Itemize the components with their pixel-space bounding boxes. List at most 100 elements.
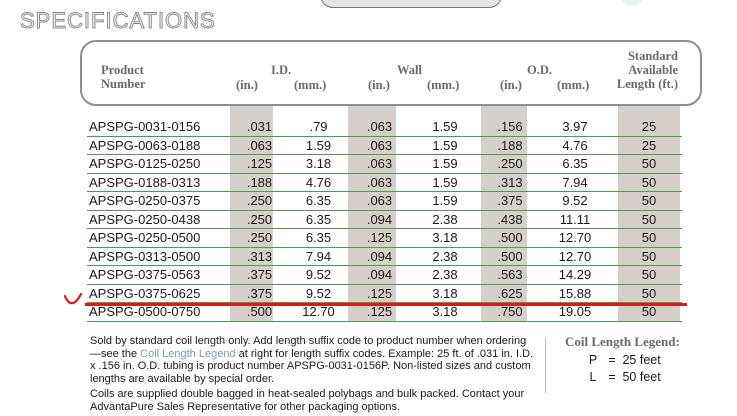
cell-wall-mm: 1.59 bbox=[404, 191, 486, 211]
cell-id-mm: 1.59 bbox=[282, 136, 355, 155]
cell-id-in: .500 bbox=[237, 302, 282, 322]
page-title: Specifications bbox=[20, 8, 216, 34]
cell-id-mm: 3.18 bbox=[282, 154, 355, 174]
cell-id-mm: 7.94 bbox=[282, 247, 355, 266]
cell-id-mm: 9.52 bbox=[282, 265, 355, 285]
cell-wall-mm: 1.59 bbox=[404, 136, 486, 155]
note-ordering: Sold by standard coil length only. Add l… bbox=[90, 335, 534, 385]
note-packaging: Coils are supplied double bagged in heat… bbox=[90, 388, 525, 413]
cell-wall-mm: 1.59 bbox=[404, 118, 486, 137]
cell-id-mm: 6.35 bbox=[282, 228, 355, 248]
cell-od-mm: 12.70 bbox=[534, 228, 616, 248]
header-wall: Wall bbox=[397, 63, 423, 77]
cell-standard-length: 25 bbox=[616, 118, 682, 137]
header-standard: Standard Available Length (ft.) bbox=[616, 49, 678, 91]
cell-od-mm: 19.05 bbox=[534, 302, 616, 322]
cell-od-in: .625 bbox=[486, 284, 534, 303]
cell-wall-in: .094 bbox=[355, 247, 404, 266]
cell-standard-length: 50 bbox=[616, 265, 682, 285]
cell-wall-in: .063 bbox=[355, 191, 404, 211]
header-od: O.D. bbox=[527, 63, 552, 77]
table-row: APSPG-0375-0563.375 9.52.094 2.38.563 14.29… bbox=[87, 265, 682, 285]
cell-product-number: APSPG-0313-0500 bbox=[87, 247, 237, 266]
cell-wall-in: .125 bbox=[355, 284, 404, 303]
cell-standard-length: 50 bbox=[616, 247, 682, 266]
cell-standard-length: 50 bbox=[616, 210, 682, 229]
header-od-in: (in.) bbox=[500, 78, 522, 92]
cell-wall-mm: 2.38 bbox=[404, 210, 486, 229]
header-wall-in: (in.) bbox=[368, 78, 390, 92]
cell-wall-in: .094 bbox=[355, 265, 404, 285]
table-header bbox=[80, 40, 702, 106]
table-row: APSPG-0313-0500.313 7.94.094 2.38.500 12.70… bbox=[87, 247, 682, 266]
header-product: Product Number bbox=[101, 63, 146, 91]
table-row: APSPG-0250-0375.250 6.35.063 1.59.375 9.52 5… bbox=[87, 191, 682, 211]
coil-length-legend: Coil Length Legend: P = 25 feet L = 50 fee… bbox=[565, 334, 715, 384]
cell-wall-in: .063 bbox=[355, 118, 404, 137]
cell-product-number: APSPG-0500-0750 bbox=[87, 302, 237, 322]
cell-id-in: .063 bbox=[237, 136, 282, 155]
header-id-in: (in.) bbox=[236, 78, 258, 92]
header-id: I.D. bbox=[271, 63, 292, 77]
cell-product-number: APSPG-0125-0250 bbox=[87, 154, 237, 174]
cell-wall-in: .125 bbox=[355, 302, 404, 322]
cell-od-in: .188 bbox=[486, 136, 534, 155]
cell-wall-mm: 3.18 bbox=[404, 302, 486, 322]
cell-product-number: APSPG-0250-0500 bbox=[87, 228, 237, 248]
cell-id-in: .250 bbox=[237, 228, 282, 248]
table-row: APSPG-0188-0313.188 4.76.063 1.59.313 7.94 5… bbox=[87, 173, 682, 192]
legend-title: Coil Length Legend: bbox=[565, 334, 680, 349]
cell-product-number: APSPG-0375-0625 bbox=[87, 284, 237, 303]
cell-od-mm: 3.97 bbox=[534, 118, 616, 137]
cell-od-in: .375 bbox=[486, 191, 534, 211]
cell-id-mm: 4.76 bbox=[282, 173, 355, 192]
cell-standard-length: 50 bbox=[616, 173, 682, 192]
header-od-mm: (mm.) bbox=[557, 78, 590, 92]
cell-standard-length: 50 bbox=[616, 191, 682, 211]
cell-od-mm: 6.35 bbox=[534, 154, 616, 174]
cell-product-number: APSPG-0031-0156 bbox=[87, 118, 237, 137]
cell-od-mm: 4.76 bbox=[534, 136, 616, 155]
underline-annotation bbox=[85, 303, 687, 306]
cell-id-in: .250 bbox=[237, 210, 282, 229]
cell-od-in: .313 bbox=[486, 173, 534, 192]
cell-id-mm: 9.52 bbox=[282, 284, 355, 303]
divider bbox=[545, 338, 546, 393]
header-id-mm: (mm.) bbox=[294, 78, 327, 92]
notes: Sold by standard coil length only. Add l… bbox=[90, 335, 535, 416]
cell-od-in: .500 bbox=[486, 247, 534, 266]
cell-od-mm: 12.70 bbox=[534, 247, 616, 266]
cell-id-mm: .79 bbox=[282, 118, 355, 137]
cell-id-in: .031 bbox=[237, 118, 282, 137]
cell-standard-length: 50 bbox=[616, 228, 682, 248]
cell-od-in: .250 bbox=[486, 154, 534, 174]
cell-od-in: .438 bbox=[486, 210, 534, 229]
cell-od-in: .500 bbox=[486, 228, 534, 248]
cell-od-mm: 7.94 bbox=[534, 173, 616, 192]
table-row: APSPG-0250-0500.250 6.35.125 3.18.500 12.70… bbox=[87, 228, 682, 248]
cell-wall-in: .063 bbox=[355, 173, 404, 192]
cell-wall-in: .094 bbox=[355, 210, 404, 229]
cell-wall-in: .125 bbox=[355, 228, 404, 248]
cell-od-mm: 15.88 bbox=[534, 284, 616, 303]
table-row: APSPG-0500-0750.500 12.70.125 3.18.750 19.0… bbox=[87, 302, 682, 322]
cell-od-mm: 11.11 bbox=[534, 210, 616, 229]
cell-standard-length: 50 bbox=[616, 154, 682, 174]
cell-id-in: .250 bbox=[237, 191, 282, 211]
cell-wall-mm: 2.38 bbox=[404, 265, 486, 285]
cell-id-in: .125 bbox=[237, 154, 282, 174]
cell-wall-mm: 1.59 bbox=[404, 154, 486, 174]
legend-row-p: P = 25 feet bbox=[588, 353, 661, 367]
tubing-graphic bbox=[320, 0, 502, 8]
cell-id-mm: 12.70 bbox=[282, 302, 355, 322]
check-mark-annotation bbox=[64, 293, 83, 305]
cell-product-number: APSPG-0063-0188 bbox=[87, 136, 237, 155]
specifications-table: APSPG-0031-0156.031.79.063 1.59.156 3.97 25… bbox=[87, 118, 682, 322]
cell-od-mm: 9.52 bbox=[534, 191, 616, 211]
header-wall-mm: (mm.) bbox=[427, 78, 460, 92]
cell-product-number: APSPG-0188-0313 bbox=[87, 173, 237, 192]
cell-id-mm: 6.35 bbox=[282, 191, 355, 211]
decorative-dot bbox=[622, 0, 642, 6]
cell-wall-in: .063 bbox=[355, 136, 404, 155]
table-row: APSPG-0375-0625.375 9.52.125 3.18.625 15.88… bbox=[87, 284, 682, 303]
